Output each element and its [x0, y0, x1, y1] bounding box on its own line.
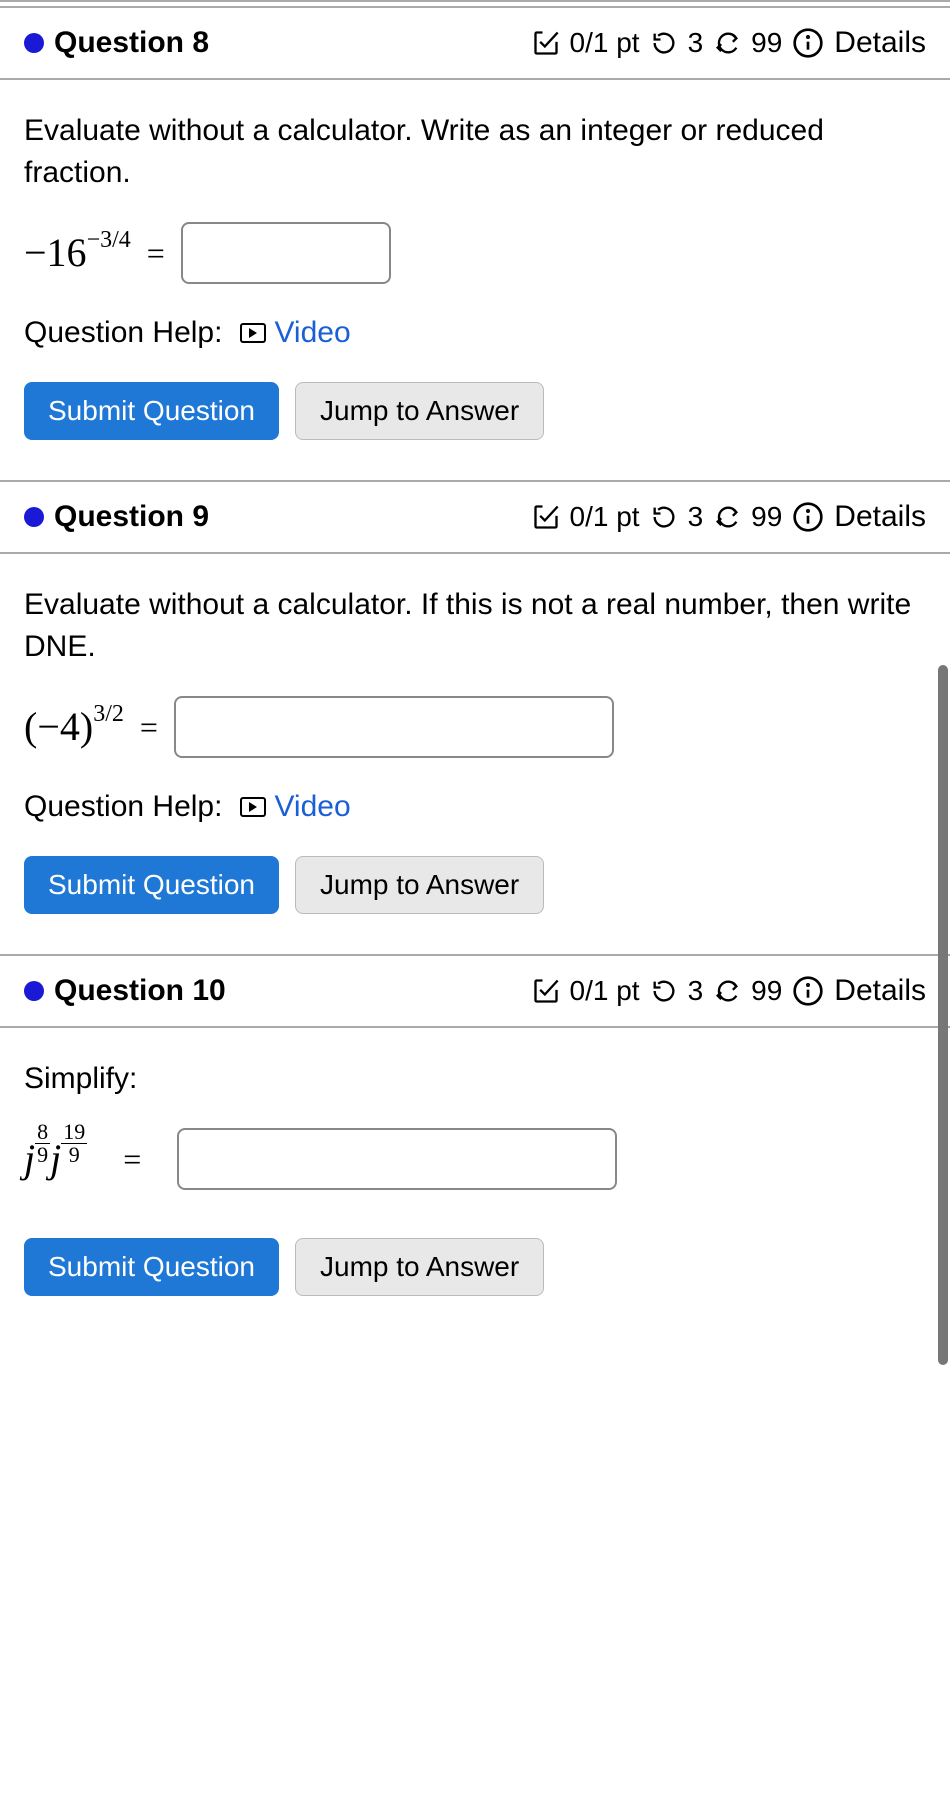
help-row: Question Help: Video: [24, 786, 926, 828]
attempts-icon: [713, 503, 741, 531]
fraction-1: 89: [35, 1121, 50, 1166]
info-icon[interactable]: [792, 975, 824, 1007]
header-left: Question 8: [24, 22, 209, 64]
video-link[interactable]: Video: [240, 786, 350, 828]
checkbox-icon: [532, 503, 560, 531]
answer-input[interactable]: [174, 696, 614, 758]
fraction-2: 199: [61, 1121, 87, 1166]
math-row: −16−3/4 =: [24, 222, 926, 284]
checkbox-icon: [532, 29, 560, 57]
jump-button[interactable]: Jump to Answer: [295, 382, 544, 440]
question-title: Question 9: [54, 496, 209, 538]
question-8: Question 8 0/1 pt 3 99 Details Evaluate …: [0, 6, 950, 480]
help-row: Question Help: Video: [24, 312, 926, 354]
details-link[interactable]: Details: [834, 496, 926, 538]
answer-input[interactable]: [177, 1128, 617, 1190]
equals-sign: =: [123, 1137, 141, 1182]
question-title: Question 10: [54, 970, 226, 1012]
points-text: 0/1 pt: [570, 23, 640, 62]
points-text: 0/1 pt: [570, 497, 640, 536]
submit-button[interactable]: Submit Question: [24, 856, 279, 914]
header-right: 0/1 pt 3 99 Details: [532, 496, 927, 538]
status-bullet: [24, 981, 44, 1001]
equals-sign: =: [147, 231, 165, 276]
attempts-icon: [713, 29, 741, 57]
details-link[interactable]: Details: [834, 970, 926, 1012]
math-row: j89j199 =: [24, 1128, 926, 1190]
video-icon: [240, 323, 266, 343]
header-left: Question 10: [24, 970, 226, 1012]
question-title: Question 8: [54, 22, 209, 64]
attempts-icon: [713, 977, 741, 1005]
question-body: Simplify: j89j199 = Submit Question Jump…: [0, 1028, 950, 1336]
question-body: Evaluate without a calculator. If this i…: [0, 554, 950, 954]
scrollbar-thumb[interactable]: [938, 665, 948, 1365]
math-expression: (−4)3/2: [24, 699, 124, 755]
prompt-text: Evaluate without a calculator. If this i…: [24, 584, 926, 668]
question-header: Question 10 0/1 pt 3 99 Details: [0, 956, 950, 1028]
retry-icon: [650, 29, 678, 57]
checkbox-icon: [532, 977, 560, 1005]
info-icon[interactable]: [792, 501, 824, 533]
status-bullet: [24, 507, 44, 527]
math-expression: −16−3/4: [24, 225, 131, 281]
question-body: Evaluate without a calculator. Write as …: [0, 80, 950, 480]
video-icon: [240, 797, 266, 817]
button-row: Submit Question Jump to Answer: [24, 1238, 926, 1296]
retries-text: 3: [688, 971, 704, 1010]
header-right: 0/1 pt 3 99 Details: [532, 970, 927, 1012]
jump-button[interactable]: Jump to Answer: [295, 856, 544, 914]
submit-button[interactable]: Submit Question: [24, 382, 279, 440]
help-label: Question Help:: [24, 312, 222, 354]
button-row: Submit Question Jump to Answer: [24, 856, 926, 914]
attempts-text: 99: [751, 971, 782, 1010]
question-10: Question 10 0/1 pt 3 99 Details Simplify…: [0, 954, 950, 1336]
submit-button[interactable]: Submit Question: [24, 1238, 279, 1296]
prompt-text: Evaluate without a calculator. Write as …: [24, 110, 926, 194]
button-row: Submit Question Jump to Answer: [24, 382, 926, 440]
math-expression: j89j199: [24, 1131, 87, 1187]
retry-icon: [650, 503, 678, 531]
retry-icon: [650, 977, 678, 1005]
details-link[interactable]: Details: [834, 22, 926, 64]
retries-text: 3: [688, 23, 704, 62]
header-right: 0/1 pt 3 99 Details: [532, 22, 927, 64]
status-bullet: [24, 33, 44, 53]
points-text: 0/1 pt: [570, 971, 640, 1010]
attempts-text: 99: [751, 497, 782, 536]
equals-sign: =: [140, 705, 158, 750]
question-header: Question 8 0/1 pt 3 99 Details: [0, 8, 950, 80]
video-link[interactable]: Video: [240, 312, 350, 354]
scrollbar[interactable]: [938, 0, 950, 1812]
info-icon[interactable]: [792, 27, 824, 59]
answer-input[interactable]: [181, 222, 391, 284]
help-label: Question Help:: [24, 786, 222, 828]
math-row: (−4)3/2 =: [24, 696, 926, 758]
jump-button[interactable]: Jump to Answer: [295, 1238, 544, 1296]
question-9: Question 9 0/1 pt 3 99 Details Evaluate …: [0, 480, 950, 954]
prompt-text: Simplify:: [24, 1058, 926, 1100]
attempts-text: 99: [751, 23, 782, 62]
header-left: Question 9: [24, 496, 209, 538]
question-header: Question 9 0/1 pt 3 99 Details: [0, 482, 950, 554]
retries-text: 3: [688, 497, 704, 536]
